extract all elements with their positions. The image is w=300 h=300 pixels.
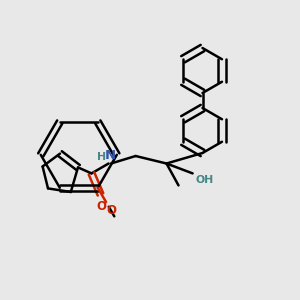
- Text: H: H: [98, 152, 106, 162]
- Text: OH: OH: [195, 175, 213, 185]
- Text: O: O: [96, 200, 106, 213]
- Text: N: N: [105, 149, 116, 162]
- Text: O: O: [106, 203, 117, 217]
